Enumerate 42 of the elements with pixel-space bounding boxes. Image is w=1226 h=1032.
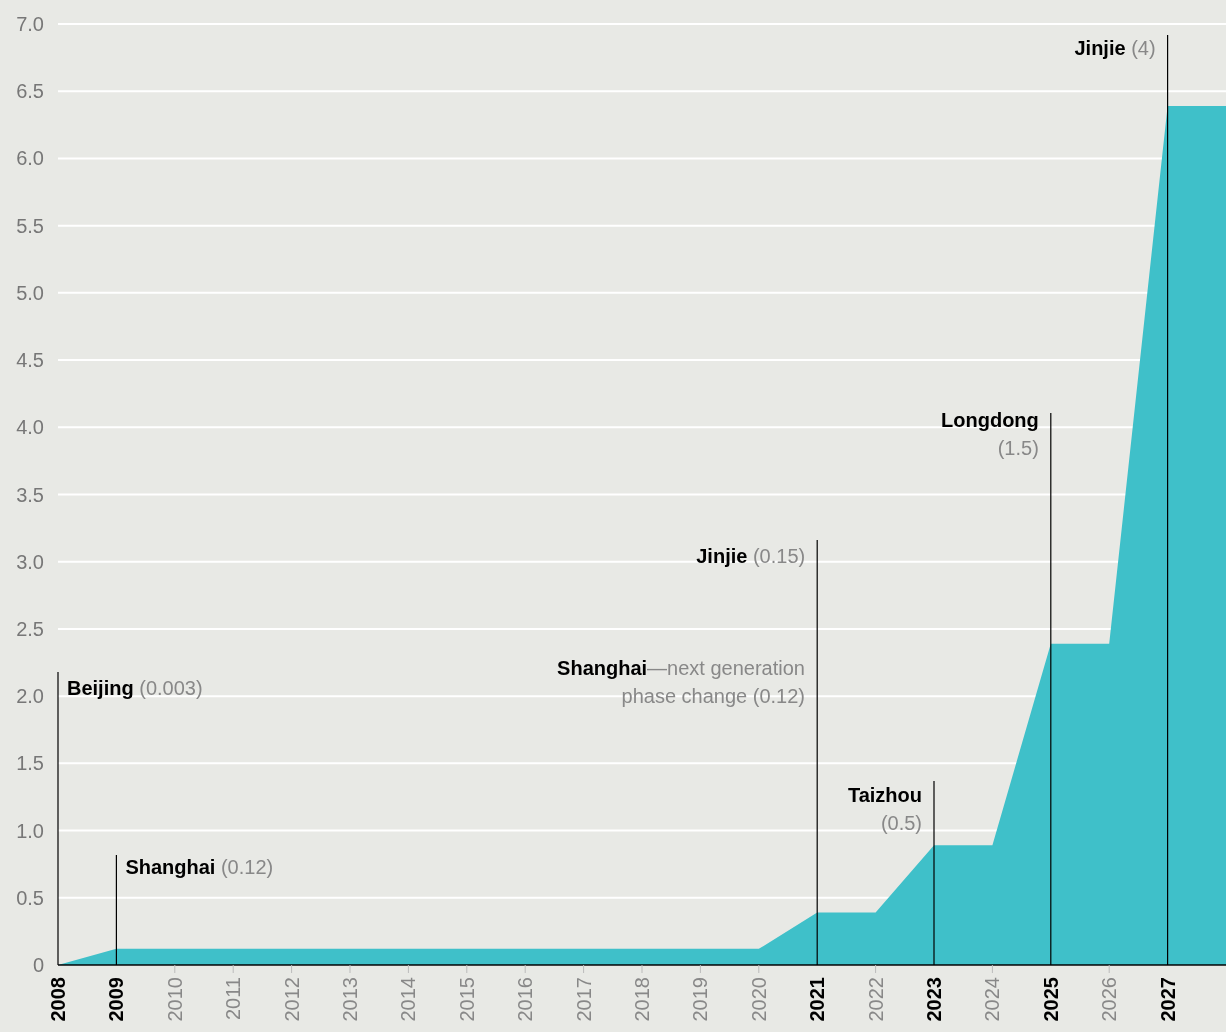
annotation: Shanghai—next generation phase change (0.12) [557,657,805,707]
y-tick-label: 5.5 [16,214,44,237]
x-tick-label: 2025 [1039,977,1062,1022]
x-tick-label: 2021 [806,977,829,1022]
y-tick-label: 0 [32,954,44,976]
x-tick-label: 2026 [1098,977,1121,1022]
y-tick-label: 1.5 [16,752,44,775]
x-tick-label: 2009 [105,977,128,1022]
x-tick-label: 2019 [689,977,712,1022]
ref-line-label: Shanghai (0.12) [125,856,274,878]
x-tick-label: 2017 [572,977,595,1022]
y-tick-label: 0.5 [16,886,44,909]
ref-line-label: Taizhou (0.5) [847,784,922,834]
ref-line-label: Beijing (0.003) [67,677,203,699]
x-tick-label: 2015 [455,977,478,1022]
y-tick-label: 6.0 [16,147,44,170]
y-tick-label: 4.5 [16,349,44,372]
x-tick-label: 2012 [280,977,303,1022]
x-tick-label: 2008 [47,977,69,1022]
y-tick-label: 3.5 [16,483,44,506]
x-tick-label: 2024 [981,977,1004,1022]
y-tick-label: 7.0 [16,13,44,35]
x-tick-label: 2013 [339,977,361,1022]
x-tick-label: 2020 [747,977,770,1022]
x-tick-label: 2014 [397,977,420,1022]
ref-line-label: Jinjie (0.15) [696,545,806,567]
x-tick-label: 2023 [923,977,945,1022]
x-tick-label: 2027 [1156,977,1179,1022]
x-tick-label: 2010 [163,977,186,1022]
ref-line-label: Jinjie (4) [1074,37,1156,59]
x-tick-label: 2022 [864,977,887,1022]
y-tick-label: 1.0 [16,819,44,842]
ref-line-label: Longdong (1.5) [941,409,1039,459]
y-tick-label: 5.0 [16,281,44,304]
y-tick-label: 3.0 [16,550,44,573]
x-tick-label: 2018 [631,977,653,1022]
x-tick-label: 2016 [514,977,537,1022]
y-tick-label: 2.5 [16,617,44,640]
y-tick-label: 2.0 [16,685,44,708]
x-tick-label: 2011 [222,977,245,1021]
y-tick-label: 4.0 [16,416,44,439]
y-tick-label: 6.5 [16,80,44,103]
